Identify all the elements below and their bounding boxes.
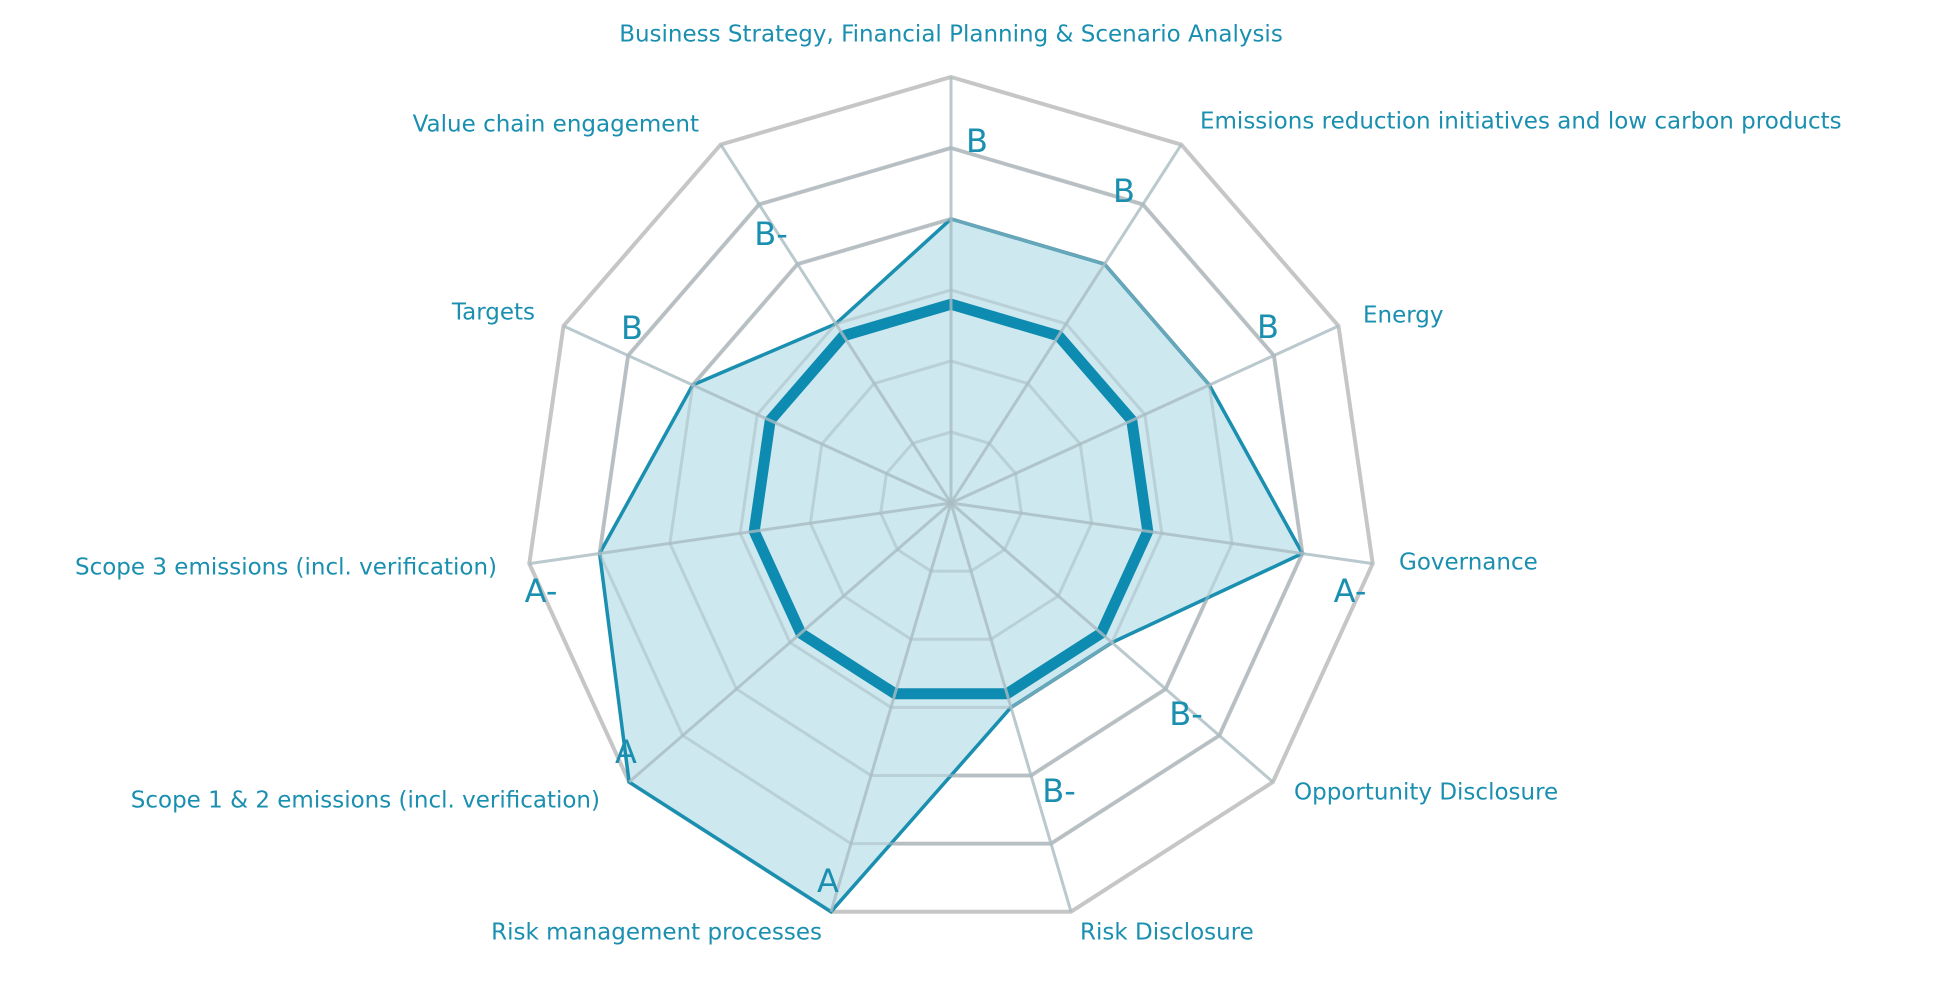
grid-ring-inner-4: [668, 217, 1234, 777]
spoke-5: [949, 502, 1073, 913]
grade-label-10: B-: [754, 215, 788, 253]
spoke-7: [628, 501, 952, 784]
grade-label-1: B: [1113, 172, 1135, 210]
axis-label-4: Opportunity Disclosure: [1294, 780, 1558, 806]
grade-label-8: A-: [525, 572, 558, 610]
grid-ring-inner-3: [738, 288, 1164, 709]
axis-label-6: Risk management processes: [491, 920, 822, 946]
grade-label-4: B-: [1169, 695, 1203, 733]
spoke-3: [950, 501, 1373, 566]
spoke-8: [529, 501, 952, 566]
reference-ring: [598, 146, 1304, 846]
axis-label-0: Business Strategy, Financial Planning & …: [619, 22, 1283, 48]
reference-polygon: [748, 298, 1154, 700]
grid-ring-inner-2: [808, 359, 1094, 641]
axis-labels: Business Strategy, Financial Planning & …: [75, 22, 1842, 946]
spoke-9: [562, 324, 952, 505]
axis-label-9: Targets: [451, 300, 535, 326]
axis-label-3: Governance: [1399, 550, 1538, 576]
grade-label-2: B: [1257, 308, 1279, 346]
grade-label-0: B: [966, 122, 988, 160]
spoke-6: [829, 502, 953, 913]
grade-label-5: B-: [1042, 772, 1076, 810]
grade-label-3: A-: [1334, 572, 1367, 610]
spokes: [529, 77, 1373, 913]
axis-label-10: Value chain engagement: [413, 112, 699, 138]
grid-ring-6: [527, 74, 1375, 914]
grade-label-9: B: [621, 309, 643, 347]
grid-ring-inner-5: [598, 146, 1304, 846]
grade-labels: B B B A- B- B- A A A- B B-: [525, 122, 1367, 900]
grid-ring-inner-1: [879, 430, 1023, 573]
spoke-4: [950, 501, 1274, 784]
spoke-10: [719, 143, 953, 504]
spoke-2: [950, 324, 1340, 505]
axis-label-1: Emissions reduction initiatives and low …: [1200, 109, 1842, 135]
axis-label-7: Scope 1 & 2 emissions (incl. verificatio…: [131, 788, 600, 814]
axis-label-8: Scope 3 emissions (incl. verification): [75, 555, 497, 581]
spoke-1: [949, 143, 1183, 504]
axis-label-5: Risk Disclosure: [1080, 920, 1254, 946]
grade-label-6: A: [817, 862, 839, 900]
grade-label-7: A: [615, 733, 637, 771]
axis-label-2: Energy: [1363, 303, 1444, 329]
